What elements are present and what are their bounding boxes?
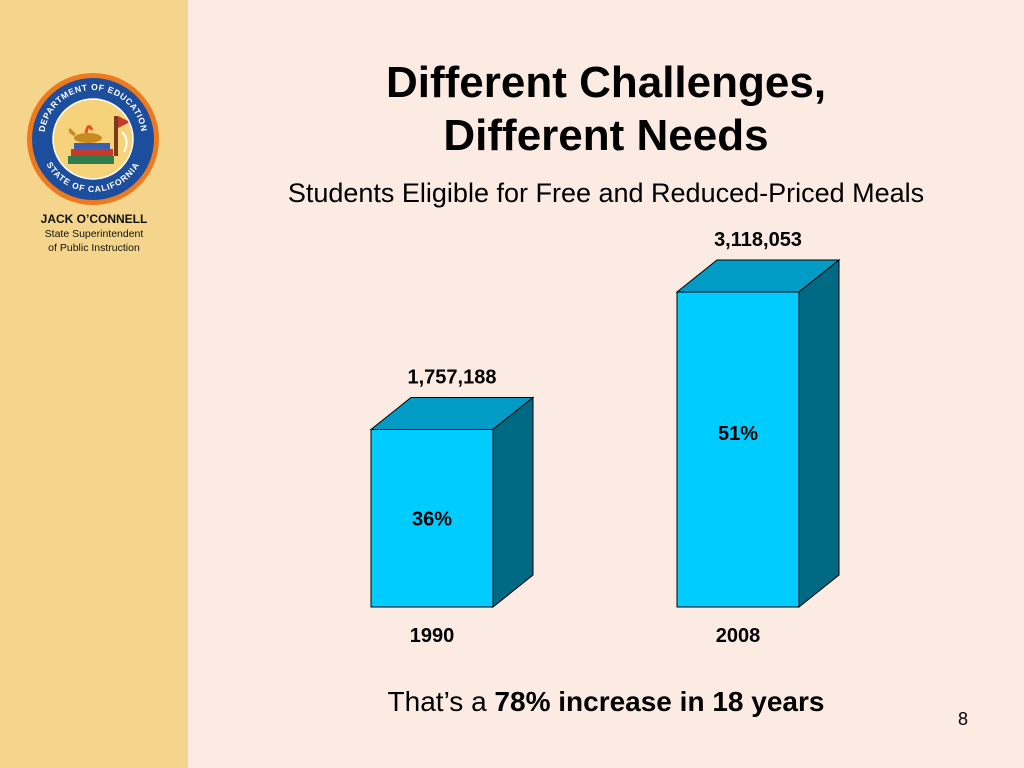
sidebar: DEPARTMENT OF EDUCATION STATE OF CALIFOR… (0, 0, 188, 768)
bar-chart: 1,757,188 36% 1990 3,118,053 51% 2008 (369, 229, 841, 647)
superintendent-block: JACK O’CONNELL State Superintendent of P… (0, 212, 188, 255)
slide-title-line1: Different Challenges, (385, 58, 827, 107)
bar-side-2008 (798, 258, 840, 609)
superintendent-role-line1: State Superintendent (44, 228, 144, 240)
superintendent-role-line2: of Public Instruction (48, 242, 140, 254)
footer-highlight: 78% increase in 18 years (494, 686, 825, 717)
slide-title: Different Challenges, Different Needs (188, 56, 1024, 162)
slide-title-line2: Different Needs (443, 111, 769, 160)
value-label-1990: 1,757,188 (408, 366, 497, 388)
percent-label-1990: 36% (412, 508, 452, 530)
bar-side-1990 (492, 396, 534, 609)
page-number: 8 (958, 709, 969, 729)
percent-label-2008: 51% (718, 423, 758, 445)
value-label-2008: 3,118,053 (714, 229, 802, 251)
footer-statement: That’s a 78% increase in 18 years (188, 686, 1024, 718)
x-tick-label-1990: 1990 (410, 625, 455, 647)
footer-prefix: That’s a (387, 686, 495, 717)
x-tick-label-2008: 2008 (716, 625, 761, 647)
bar-2008 (676, 291, 800, 608)
bar-1990 (370, 428, 494, 608)
department-of-education-seal-icon: DEPARTMENT OF EDUCATION STATE OF CALIFOR… (27, 73, 159, 205)
slide-subtitle: Students Eligible for Free and Reduced-P… (287, 178, 925, 208)
superintendent-name: JACK O’CONNELL (40, 212, 148, 226)
